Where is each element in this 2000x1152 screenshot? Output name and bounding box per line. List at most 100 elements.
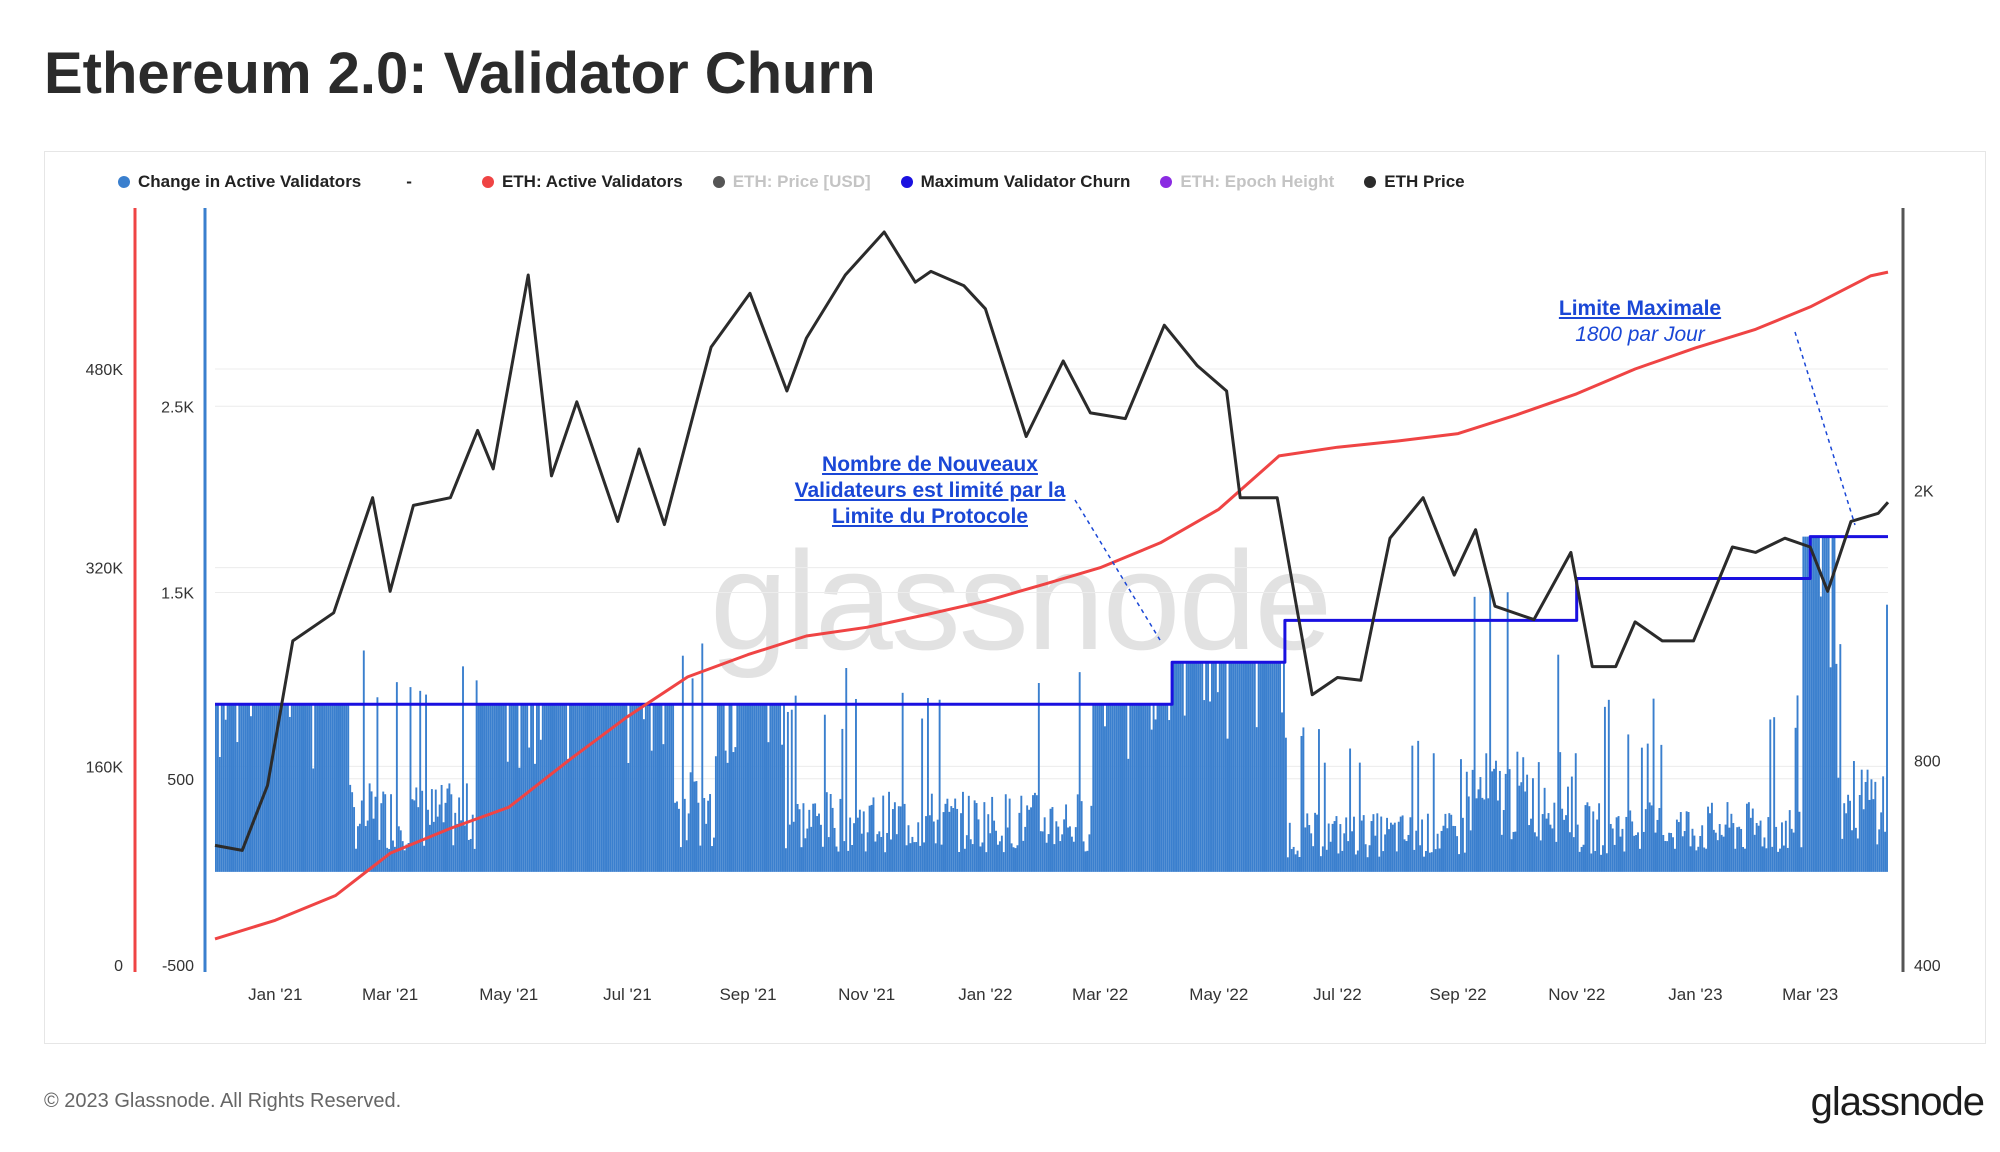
change-bar [693,781,696,872]
change-bar [1080,801,1083,872]
change-bar [650,750,653,872]
change-bar [1150,729,1153,872]
change-bar [259,704,262,872]
change-bar [487,704,490,872]
change-bar [1627,734,1630,872]
change-bar [1177,662,1180,872]
change-bar [1814,536,1816,872]
change-bar [967,795,970,872]
change-bar [428,824,431,872]
change-bar [1000,835,1003,872]
change-bar [1559,752,1562,872]
change-bar [794,695,797,872]
change-bar [956,808,959,872]
change-bar [901,692,904,872]
legend-label: ETH: Active Validators [501,172,683,191]
change-bar [1212,662,1215,872]
change-bar [1504,773,1507,872]
change-bar [248,704,250,872]
change-bar [925,816,927,872]
change-bar [1716,840,1719,872]
change-bar [1609,823,1612,872]
change-bar [1710,802,1713,872]
change-bar [473,848,476,872]
change-bar [726,762,729,872]
change-bar [1282,662,1285,872]
change-bar [695,781,698,872]
change-bar [1677,822,1680,872]
change-bar [637,704,640,872]
change-bar [1642,831,1645,872]
change-bar [705,823,708,872]
change-bar [847,850,850,872]
change-bar [1683,830,1686,872]
legend-item-price-usd[interactable]: ETH: Price [USD] [712,172,871,192]
change-bar [1107,704,1110,872]
x-tick-label: Jul '22 [1313,985,1362,1004]
change-bar [1777,851,1780,872]
price-tick-label: 2K [1914,483,1934,500]
legend-item-epoch-height[interactable]: ETH: Epoch Height [1160,172,1334,192]
change-bar [1874,781,1877,872]
change-bar [1323,762,1326,872]
change-bar [798,809,801,872]
change-bar [831,807,834,872]
change-bar [1773,717,1776,872]
change-bar [341,704,344,872]
change-bar [318,704,321,872]
change-bar [919,845,922,872]
change-bar [862,811,865,872]
change-bar [298,704,301,872]
change-bar [1281,712,1283,872]
change-bar [1602,845,1604,872]
change-bar [1638,848,1641,872]
change-bar [1205,662,1208,872]
change-bar [415,787,418,872]
change-bar [672,704,675,872]
change-bar [1014,848,1017,872]
change-bar [658,704,661,872]
legend-item-eth-price[interactable]: ETH Price [1364,172,1465,192]
change-bar [652,704,655,872]
legend-item-max-churn[interactable]: Maximum Validator Churn [900,172,1130,192]
change-bar [1413,849,1416,872]
change-bar [1547,813,1550,872]
change-bar [1580,846,1583,872]
change-bar [1576,824,1579,872]
change-bar [1724,824,1727,872]
x-tick-label: Jan '23 [1668,985,1722,1004]
change-bar [1551,828,1554,872]
change-bar [216,704,219,872]
change-bar [1792,832,1795,872]
change-bar [853,823,855,872]
legend-item-active-validators[interactable]: ETH: Active Validators [481,172,683,192]
change-bar [722,704,725,872]
change-bar [1740,828,1743,872]
change-bar [1386,817,1388,872]
change-bar [740,704,743,872]
change-bar [744,704,747,872]
change-bar [860,833,863,872]
change-bar [267,704,270,872]
change-bar [1234,662,1237,872]
change-bar [1133,704,1136,872]
change-bar [786,711,789,872]
change-bar [997,844,999,872]
change-bar [421,790,424,872]
change-bar [1664,840,1667,872]
validators-tick-label: 480K [86,362,124,379]
change-bar [1679,812,1682,872]
change-bar [1349,748,1352,872]
legend-item-change-validators[interactable]: Change in Active Validators [118,172,361,192]
change-bar [1522,757,1525,872]
change-bar [1148,704,1151,872]
change-bar [269,704,272,872]
change-bar [1864,781,1867,872]
change-bar [594,704,597,872]
change-bar [246,704,249,872]
change-bar [880,836,883,872]
change-bar [1384,834,1387,872]
change-bar [1788,810,1791,872]
change-bar [584,704,587,872]
change-bar [751,704,754,872]
